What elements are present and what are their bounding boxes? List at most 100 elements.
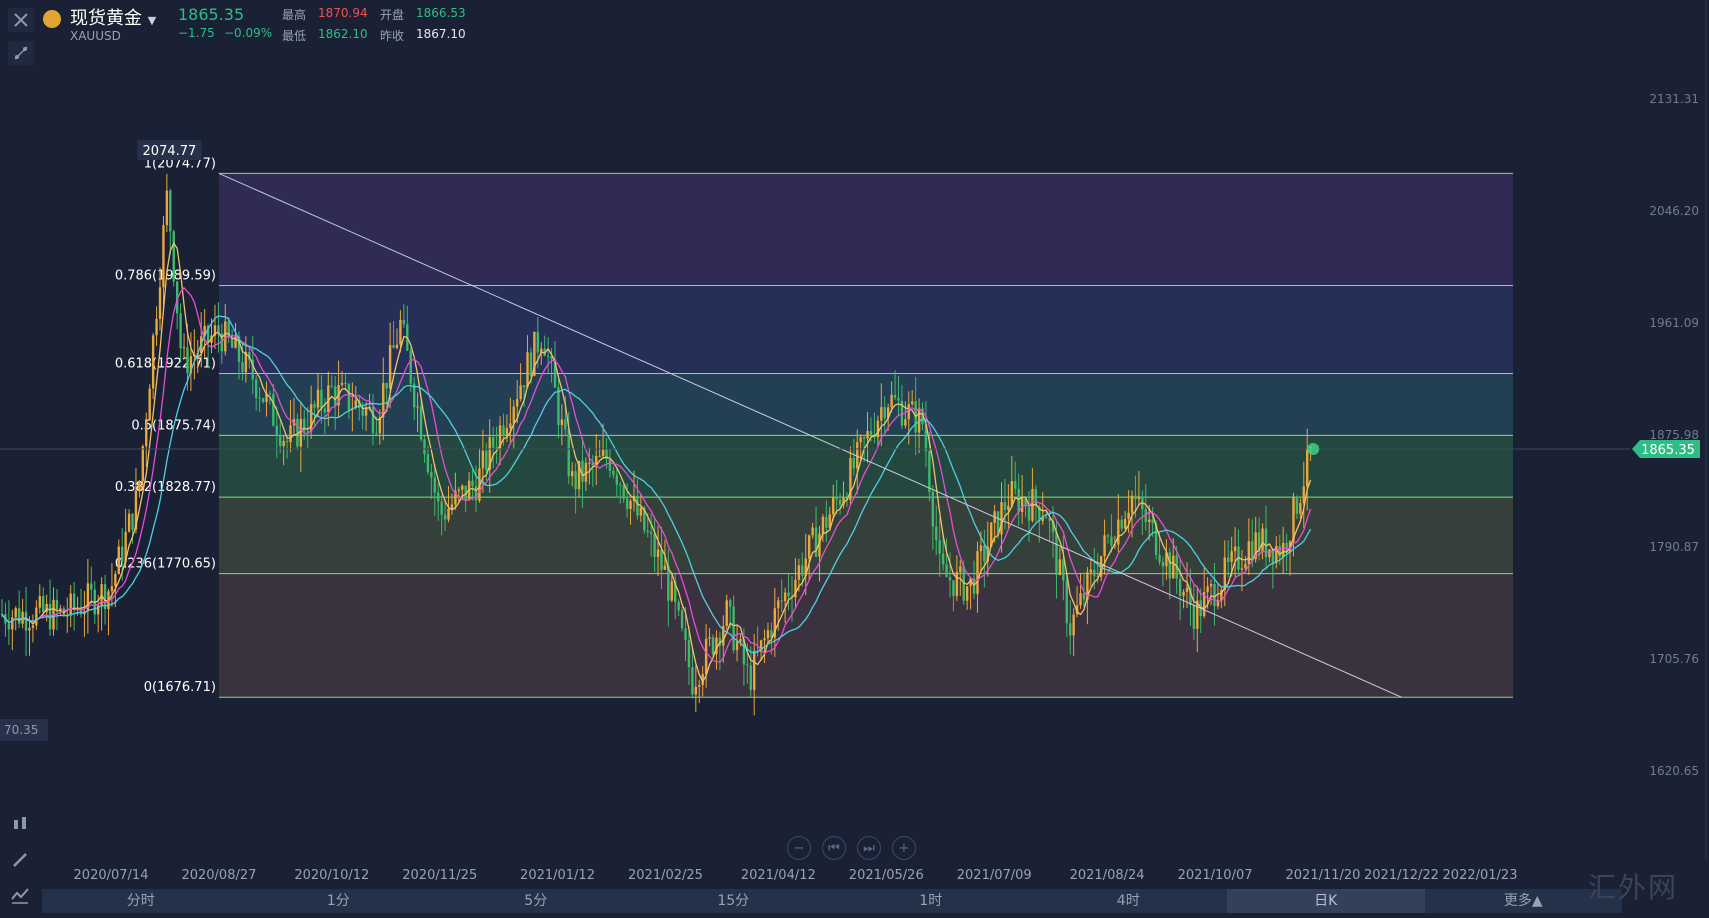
- candle-body: [1144, 509, 1147, 522]
- candle-body: [358, 400, 361, 408]
- candle-body: [1158, 554, 1161, 562]
- candle-body: [924, 424, 928, 452]
- candle-body: [783, 592, 787, 602]
- candle-body: [574, 471, 577, 490]
- more-timeframes-button[interactable]: 更多▲: [1503, 893, 1543, 909]
- candle-body: [921, 408, 924, 425]
- candle-body: [1172, 555, 1175, 579]
- timeframe-tab[interactable]: 15分: [717, 893, 750, 909]
- fib-band: [218, 285, 1513, 374]
- candle-body: [330, 385, 333, 387]
- candle-body: [375, 433, 378, 435]
- candle-body: [725, 600, 728, 626]
- candle-body: [1062, 559, 1065, 581]
- candle-body: [516, 399, 519, 407]
- candle-body: [55, 599, 59, 611]
- candle-body: [320, 389, 323, 409]
- minus-icon: −: [793, 840, 805, 856]
- indicator-tool-button[interactable]: [8, 812, 32, 836]
- candle-body: [828, 514, 831, 528]
- scroll-end-button[interactable]: ⏭: [857, 836, 881, 860]
- candle-body: [876, 420, 880, 438]
- candle-body: [1017, 488, 1020, 513]
- candle-body: [711, 637, 715, 655]
- candle-body: [275, 425, 278, 436]
- candle-body: [28, 627, 31, 631]
- candle-body: [69, 593, 72, 616]
- candle-body: [385, 382, 388, 389]
- candle-body: [564, 419, 567, 430]
- timeframe-tab[interactable]: 5分: [524, 893, 548, 909]
- candle-body: [986, 546, 989, 562]
- candle-body: [1261, 528, 1264, 552]
- x-axis-tick-label: 2021/04/12: [741, 868, 816, 883]
- candle-body: [1044, 517, 1048, 519]
- scroll-start-button[interactable]: ⏮: [822, 836, 846, 860]
- candle-body: [859, 437, 862, 443]
- candle-body: [979, 545, 983, 552]
- ma10-line: [1, 286, 1312, 663]
- chart-type-button[interactable]: [8, 883, 32, 907]
- candle-body: [412, 383, 416, 408]
- zoom-in-button[interactable]: +: [892, 836, 916, 860]
- candle-body: [179, 313, 182, 349]
- candle-body: [409, 350, 412, 384]
- candle-body: [1281, 542, 1285, 557]
- candle-body: [189, 356, 193, 374]
- candle-body: [498, 425, 502, 449]
- instrument-name[interactable]: 现货黄金 ▼: [70, 8, 157, 29]
- candle-body: [388, 345, 392, 389]
- y-axis-tick-label: 1790.87: [1649, 540, 1699, 554]
- candle-body: [1209, 583, 1213, 587]
- candle-body: [138, 481, 141, 491]
- timeframe-tab[interactable]: 1时: [919, 893, 943, 909]
- candle-body: [570, 471, 574, 477]
- candle-body: [636, 495, 639, 516]
- candle-body: [361, 407, 364, 416]
- timeframe-tab[interactable]: 4时: [1116, 893, 1140, 909]
- candle-body: [897, 397, 900, 401]
- candle-body: [550, 356, 553, 360]
- candle-body: [818, 533, 821, 557]
- candle-body: [203, 325, 206, 337]
- candle-body: [1106, 535, 1110, 537]
- x-axis-tick-label: 2021/01/12: [520, 868, 595, 883]
- chevron-down-icon[interactable]: ▼: [147, 14, 157, 27]
- candle-body: [917, 408, 921, 433]
- candle-body: [124, 531, 127, 563]
- candle-body: [1137, 496, 1141, 500]
- candle-body: [780, 600, 783, 602]
- candle-body: [230, 337, 234, 348]
- candle-body: [457, 489, 461, 491]
- drawing-tool-button[interactable]: [8, 41, 34, 65]
- candle-body: [1192, 605, 1196, 629]
- instrument-symbol: XAUUSD: [70, 29, 121, 43]
- fib-level-label: 1(2074.77): [144, 156, 216, 171]
- candle-body: [546, 355, 550, 357]
- current-price-tag-label: 1865.35: [1641, 443, 1695, 458]
- candle-body: [1127, 512, 1130, 520]
- x-axis-tick-label: 2020/10/12: [294, 868, 369, 883]
- y-axis-tick-label: 1620.65: [1649, 764, 1699, 778]
- candle-body: [1110, 536, 1113, 546]
- candle-body: [1268, 549, 1271, 558]
- candle-body: [145, 420, 148, 447]
- draw-tool-button[interactable]: [8, 848, 32, 872]
- timeframe-tab[interactable]: 1分: [326, 893, 350, 909]
- ma20-line: [1, 315, 1312, 654]
- candle-body: [904, 419, 907, 426]
- candle-body: [540, 348, 543, 353]
- candle-body: [996, 511, 1000, 535]
- timeframe-tab[interactable]: 分时: [126, 893, 155, 909]
- candle-body: [519, 385, 522, 400]
- close-button[interactable]: [8, 8, 34, 32]
- candle-body: [625, 498, 629, 509]
- candle-body: [117, 546, 120, 574]
- zoom-out-button[interactable]: −: [787, 836, 811, 860]
- candle-body: [1196, 600, 1199, 629]
- candle-body: [560, 419, 564, 426]
- candle-body: [663, 565, 667, 570]
- timeframe-tab-active[interactable]: 日K: [1227, 889, 1425, 913]
- candle-body: [14, 608, 17, 618]
